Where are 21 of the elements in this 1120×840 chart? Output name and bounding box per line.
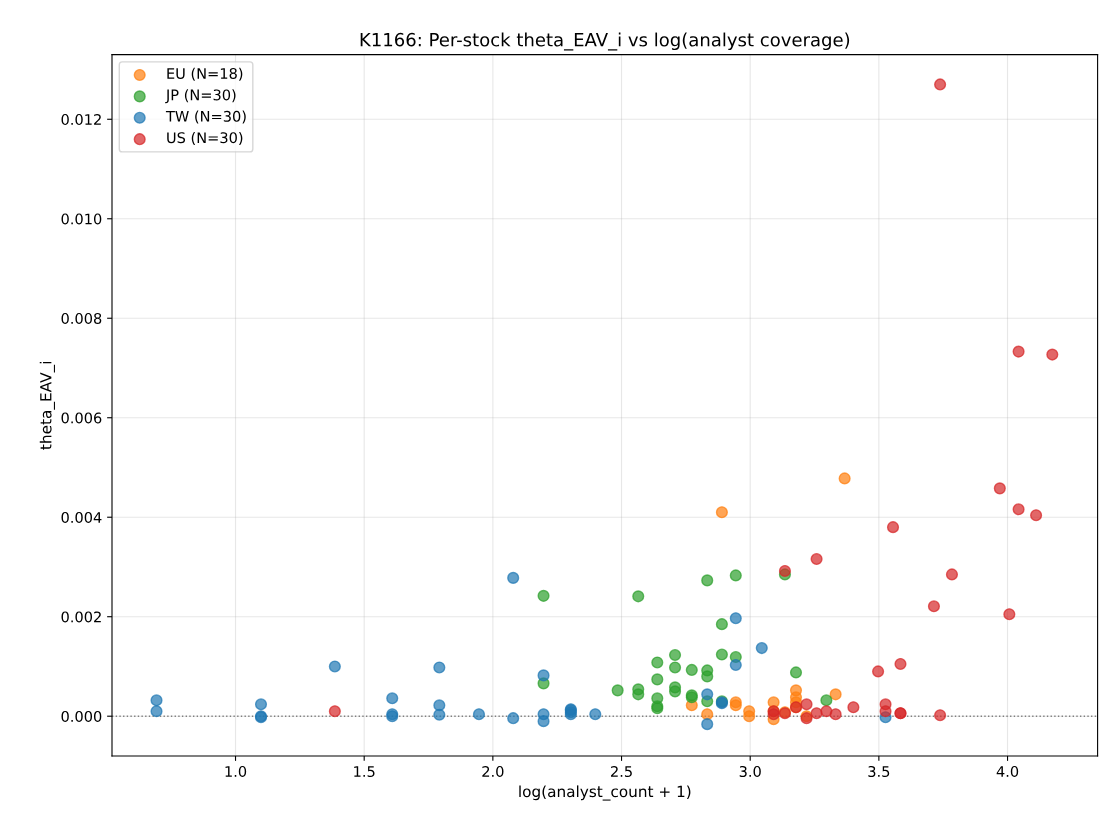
x-tick-label: 2.5 [611,765,632,778]
x-tick-label: 4.0 [996,765,1019,778]
y-tick-label: 0.002 [61,611,101,623]
y-tick-label: 0.008 [61,312,102,324]
y-tick-label: 0.010 [61,213,102,225]
y-axis-title: theta_EAV_i [39,361,55,450]
y-tick-label: 0.012 [61,113,101,126]
x-tick-label: 1.0 [225,765,247,778]
x-tick-label: 3.0 [739,765,761,778]
x-tick-label: 1.5 [354,766,375,778]
y-tick-label: 0.000 [61,710,102,722]
x-axis-title: log(analyst_count + 1) [519,785,691,801]
x-tick-label: 2.0 [482,765,504,778]
legend-label: JP (N=30) [165,89,236,104]
y-tick-label: 0.006 [61,412,102,424]
y-tick-label: 0.004 [61,511,102,523]
legend-label: EU (N=18) [167,67,243,81]
chart-title: K1166: Per-stock theta_EAV_i vs log(analyst coverage) [360,32,850,51]
legend-label: TW (N=30) [165,110,246,124]
legend-label: US (N=30) [167,131,243,145]
x-tick-label: 3.5 [868,765,890,778]
